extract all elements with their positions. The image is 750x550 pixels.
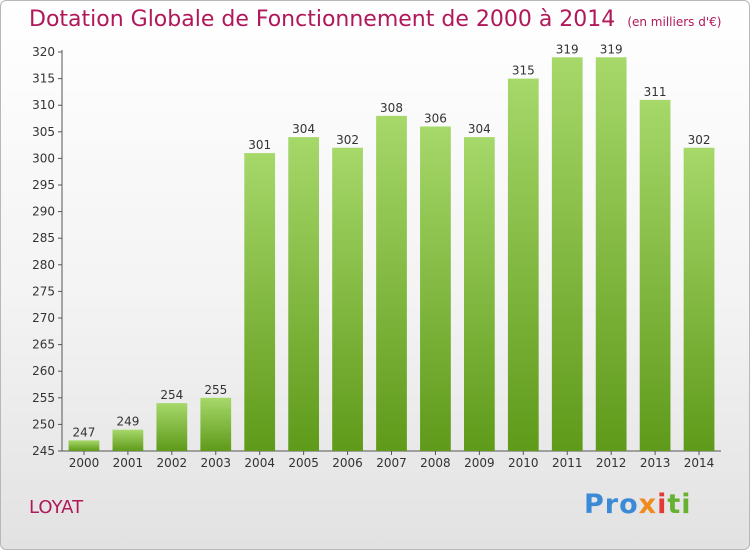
- proxiti-logo: Proxiti: [584, 489, 692, 520]
- value-label: 249: [116, 415, 139, 429]
- x-tick-label: 2005: [288, 456, 319, 470]
- x-tick-label: 2010: [508, 456, 539, 470]
- y-tick-label: 270: [32, 311, 55, 325]
- x-tick-label: 2003: [200, 456, 231, 470]
- x-tick-label: 2004: [244, 456, 275, 470]
- y-tick-label: 280: [32, 258, 55, 272]
- y-tick-label: 255: [32, 391, 55, 405]
- value-label: 304: [292, 122, 315, 136]
- x-tick-label: 2008: [420, 456, 451, 470]
- chart-title-text: Dotation Globale de Fonctionnement de 20…: [29, 7, 616, 32]
- bar-2009: [463, 137, 495, 451]
- chart-subtitle: (en milliers d'€): [627, 15, 722, 29]
- bar-2005: [288, 137, 320, 451]
- value-label: 302: [336, 133, 359, 147]
- bar-2004: [244, 153, 276, 451]
- y-tick-label: 265: [32, 338, 55, 352]
- bar-2007: [376, 115, 407, 451]
- value-label: 301: [248, 138, 271, 152]
- y-tick-label: 275: [32, 284, 55, 298]
- x-tick-label: 2014: [684, 456, 715, 470]
- bar-2000: [68, 440, 100, 451]
- value-label: 306: [424, 111, 447, 125]
- value-label: 311: [644, 85, 667, 99]
- value-label: 302: [688, 133, 711, 147]
- value-label: 254: [160, 388, 183, 402]
- bar-2003: [200, 397, 232, 451]
- bar-2010: [507, 78, 539, 451]
- x-tick-label: 2007: [376, 456, 407, 470]
- bar-2008: [420, 126, 451, 451]
- bars: [68, 57, 715, 451]
- y-tick-label: 310: [32, 98, 55, 112]
- y-tick-label: 305: [32, 125, 55, 139]
- bar-2002: [156, 403, 188, 451]
- value-label: 308: [380, 101, 403, 115]
- chart-title: Dotation Globale de Fonctionnement de 20…: [29, 7, 721, 32]
- bar-2012: [595, 57, 627, 451]
- commune-name: LOYAT: [29, 497, 84, 518]
- y-tick-labels: 245 250 255 260 265 270 275 280 285 290 295 300 305 3…: [32, 45, 55, 458]
- value-label: 319: [556, 42, 579, 56]
- bar-2014: [683, 147, 715, 451]
- x-tick-labels: 2000 2001 2002 2003 2004 2005 2006 2007 2008 2009…: [69, 456, 715, 470]
- bar-2013: [639, 99, 671, 451]
- x-tick-label: 2011: [552, 456, 583, 470]
- bar-2001: [112, 429, 144, 451]
- value-label: 247: [73, 425, 96, 439]
- value-label: 315: [512, 64, 535, 78]
- x-tick-label: 2001: [113, 456, 144, 470]
- y-tick-label: 295: [32, 178, 55, 192]
- bar-2006: [332, 147, 363, 451]
- value-label: 304: [468, 122, 491, 136]
- value-labels: 247 249 254 255 301 304 302 308 306 304 315 319 319 3…: [73, 42, 711, 439]
- x-tick-label: 2006: [332, 456, 363, 470]
- y-tick-label: 300: [32, 151, 55, 165]
- y-tick-label: 315: [32, 72, 55, 86]
- value-label: 255: [204, 383, 227, 397]
- x-tick-label: 2009: [464, 456, 495, 470]
- x-tick-label: 2002: [157, 456, 188, 470]
- bar-2011: [551, 57, 583, 451]
- y-tick-label: 260: [32, 364, 55, 378]
- y-tick-label: 245: [32, 444, 55, 458]
- x-tick-label: 2013: [640, 456, 671, 470]
- y-tick-label: 290: [32, 205, 55, 219]
- y-tick-label: 320: [32, 45, 55, 59]
- x-tick-label: 2012: [596, 456, 627, 470]
- x-tick-label: 2000: [69, 456, 100, 470]
- y-tick-label: 250: [32, 417, 55, 431]
- y-tick-label: 285: [32, 231, 55, 245]
- value-label: 319: [600, 42, 623, 56]
